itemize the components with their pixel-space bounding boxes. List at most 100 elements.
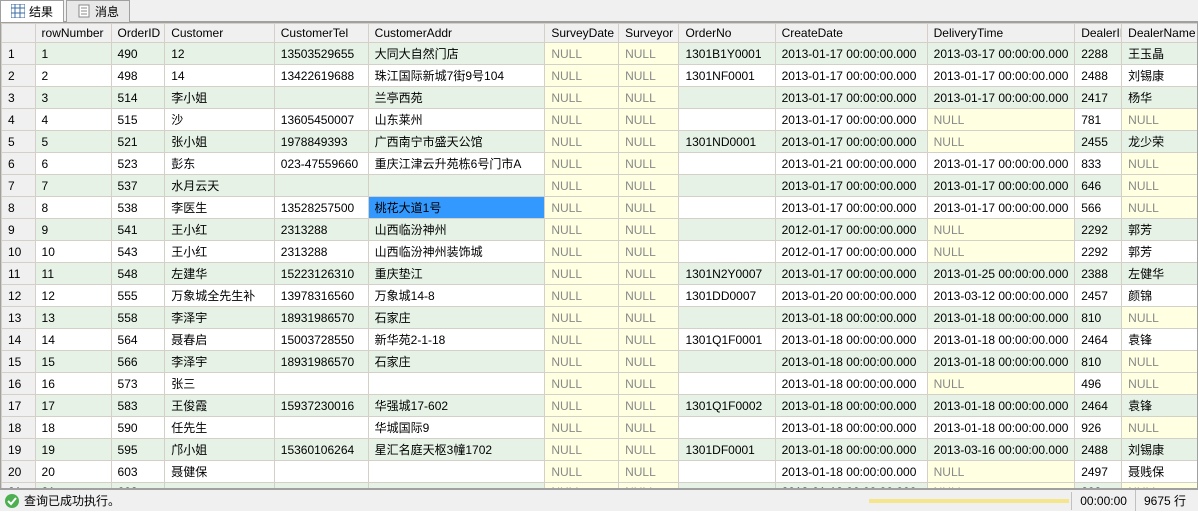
table-row[interactable]: 1414564聂春启15003728550新华苑2-1-18NULLNULL13… — [2, 329, 1198, 351]
cell[interactable]: 重庆江津云升苑栋6号门市A — [368, 153, 545, 175]
cell[interactable]: 2313288 — [274, 219, 368, 241]
table-row[interactable]: 1919595邝小姐15360106264星汇名庭天枢3幢1702NULLNUL… — [2, 439, 1198, 461]
cell[interactable]: 2417 — [1075, 87, 1122, 109]
cell[interactable] — [368, 483, 545, 489]
cell[interactable]: 10 — [35, 241, 111, 263]
cell[interactable]: 18931986570 — [274, 307, 368, 329]
cell[interactable]: 2013-01-17 00:00:00.000 — [775, 43, 927, 65]
cell[interactable]: NULL — [619, 395, 679, 417]
cell[interactable]: 2488 — [1075, 439, 1122, 461]
cell[interactable]: NULL — [619, 65, 679, 87]
cell[interactable]: 万象城14-8 — [368, 285, 545, 307]
cell[interactable]: 555 — [111, 285, 165, 307]
cell[interactable]: 2 — [35, 65, 111, 87]
cell[interactable]: 2013-01-17 00:00:00.000 — [775, 263, 927, 285]
table-row[interactable]: 1515566李泽宇18931986570石家庄NULLNULL2013-01-… — [2, 351, 1198, 373]
cell[interactable]: 新华苑2-1-18 — [368, 329, 545, 351]
cell[interactable]: NULL — [619, 373, 679, 395]
cell[interactable]: NULL — [1122, 307, 1197, 329]
table-row[interactable]: 55521张小姐1978849393广西南宁市盛天公馆NULLNULL1301N… — [2, 131, 1198, 153]
table-row[interactable]: 33514李小姐兰亭西苑NULLNULL2013-01-17 00:00:00.… — [2, 87, 1198, 109]
cell[interactable]: 华强城17-602 — [368, 395, 545, 417]
cell[interactable]: NULL — [619, 241, 679, 263]
cell[interactable]: NULL — [545, 417, 619, 439]
cell[interactable] — [368, 461, 545, 483]
cell[interactable]: 3 — [35, 87, 111, 109]
cell[interactable]: 郭芳 — [1122, 219, 1197, 241]
cell[interactable]: 2013-01-18 00:00:00.000 — [775, 439, 927, 461]
cell[interactable] — [274, 461, 368, 483]
cell[interactable]: 564 — [111, 329, 165, 351]
tab-messages[interactable]: 消息 — [66, 0, 130, 22]
cell[interactable]: NULL — [927, 461, 1075, 483]
cell[interactable]: 袁锋 — [1122, 329, 1197, 351]
cell[interactable]: 603 — [111, 461, 165, 483]
cell[interactable]: 14 — [35, 329, 111, 351]
cell[interactable]: 1301DD0007 — [679, 285, 775, 307]
cell[interactable] — [274, 373, 368, 395]
cell[interactable]: 杨华 — [1122, 87, 1197, 109]
cell[interactable]: 龙少荣 — [1122, 131, 1197, 153]
cell[interactable]: 2292 — [1075, 241, 1122, 263]
cell[interactable]: 重庆垫江 — [368, 263, 545, 285]
cell[interactable]: 2013-01-18 00:00:00.000 — [775, 351, 927, 373]
cell[interactable]: NULL — [927, 131, 1075, 153]
cell[interactable]: NULL — [545, 175, 619, 197]
cell[interactable]: 2288 — [1075, 43, 1122, 65]
table-row[interactable]: 114901213503529655大同大自然门店NULLNULL1301B1Y… — [2, 43, 1198, 65]
cell[interactable]: 15003728550 — [274, 329, 368, 351]
cell[interactable] — [368, 373, 545, 395]
cell[interactable]: 2013-01-17 00:00:00.000 — [775, 197, 927, 219]
cell[interactable]: 15937230016 — [274, 395, 368, 417]
row-number[interactable]: 19 — [2, 439, 36, 461]
cell[interactable]: 2013-01-17 00:00:00.000 — [927, 197, 1075, 219]
cell[interactable]: 543 — [111, 241, 165, 263]
row-number[interactable]: 10 — [2, 241, 36, 263]
row-number[interactable]: 7 — [2, 175, 36, 197]
cell[interactable]: 2013-01-17 00:00:00.000 — [927, 65, 1075, 87]
cell[interactable]: 山西临汾神州 — [368, 219, 545, 241]
cell[interactable]: 2013-01-17 00:00:00.000 — [775, 65, 927, 87]
cell[interactable]: NULL — [619, 43, 679, 65]
cell[interactable]: 2013-01-18 00:00:00.000 — [927, 395, 1075, 417]
cell[interactable]: 2464 — [1075, 395, 1122, 417]
cell[interactable]: NULL — [545, 263, 619, 285]
cell[interactable]: 2013-01-17 00:00:00.000 — [775, 109, 927, 131]
cell[interactable]: 558 — [111, 307, 165, 329]
row-number[interactable]: 21 — [2, 483, 36, 489]
cell[interactable]: 2013-01-18 00:00:00.000 — [775, 373, 927, 395]
row-number[interactable]: 2 — [2, 65, 36, 87]
cell[interactable]: 万象城全先生补 — [165, 285, 275, 307]
cell[interactable] — [274, 175, 368, 197]
cell[interactable]: 498 — [111, 65, 165, 87]
cell[interactable]: NULL — [927, 373, 1075, 395]
column-header[interactable]: DealerName — [1122, 24, 1197, 43]
cell[interactable]: 521 — [111, 131, 165, 153]
cell[interactable] — [679, 483, 775, 489]
cell[interactable]: NULL — [545, 43, 619, 65]
row-number[interactable]: 6 — [2, 153, 36, 175]
table-row[interactable]: 1616573张三NULLNULL2013-01-18 00:00:00.000… — [2, 373, 1198, 395]
table-row[interactable]: 2020603聂健保NULLNULL2013-01-18 00:00:00.00… — [2, 461, 1198, 483]
row-number[interactable]: 13 — [2, 307, 36, 329]
cell[interactable]: 202 — [1075, 483, 1122, 489]
cell[interactable]: 石家庄 — [368, 351, 545, 373]
cell[interactable]: 1301B1Y0001 — [679, 43, 775, 65]
cell[interactable]: 926 — [1075, 417, 1122, 439]
cell[interactable]: 聂贱保 — [1122, 461, 1197, 483]
cell[interactable]: NULL — [619, 153, 679, 175]
cell[interactable]: 2013-01-17 00:00:00.000 — [775, 175, 927, 197]
cell[interactable]: 王小红 — [165, 241, 275, 263]
cell[interactable]: NULL — [545, 87, 619, 109]
grid-scroll[interactable]: rowNumberOrderIDCustomerCustomerTelCusto… — [1, 23, 1197, 488]
cell[interactable]: 珠江国际新城7街9号104 — [368, 65, 545, 87]
cell[interactable]: 6 — [35, 153, 111, 175]
cell[interactable]: NULL — [1122, 109, 1197, 131]
cell[interactable]: 573 — [111, 373, 165, 395]
row-number[interactable]: 18 — [2, 417, 36, 439]
column-header[interactable]: rowNumber — [35, 24, 111, 43]
cell[interactable]: NULL — [619, 131, 679, 153]
cell[interactable]: 566 — [1075, 197, 1122, 219]
row-number[interactable]: 9 — [2, 219, 36, 241]
cell[interactable] — [274, 417, 368, 439]
